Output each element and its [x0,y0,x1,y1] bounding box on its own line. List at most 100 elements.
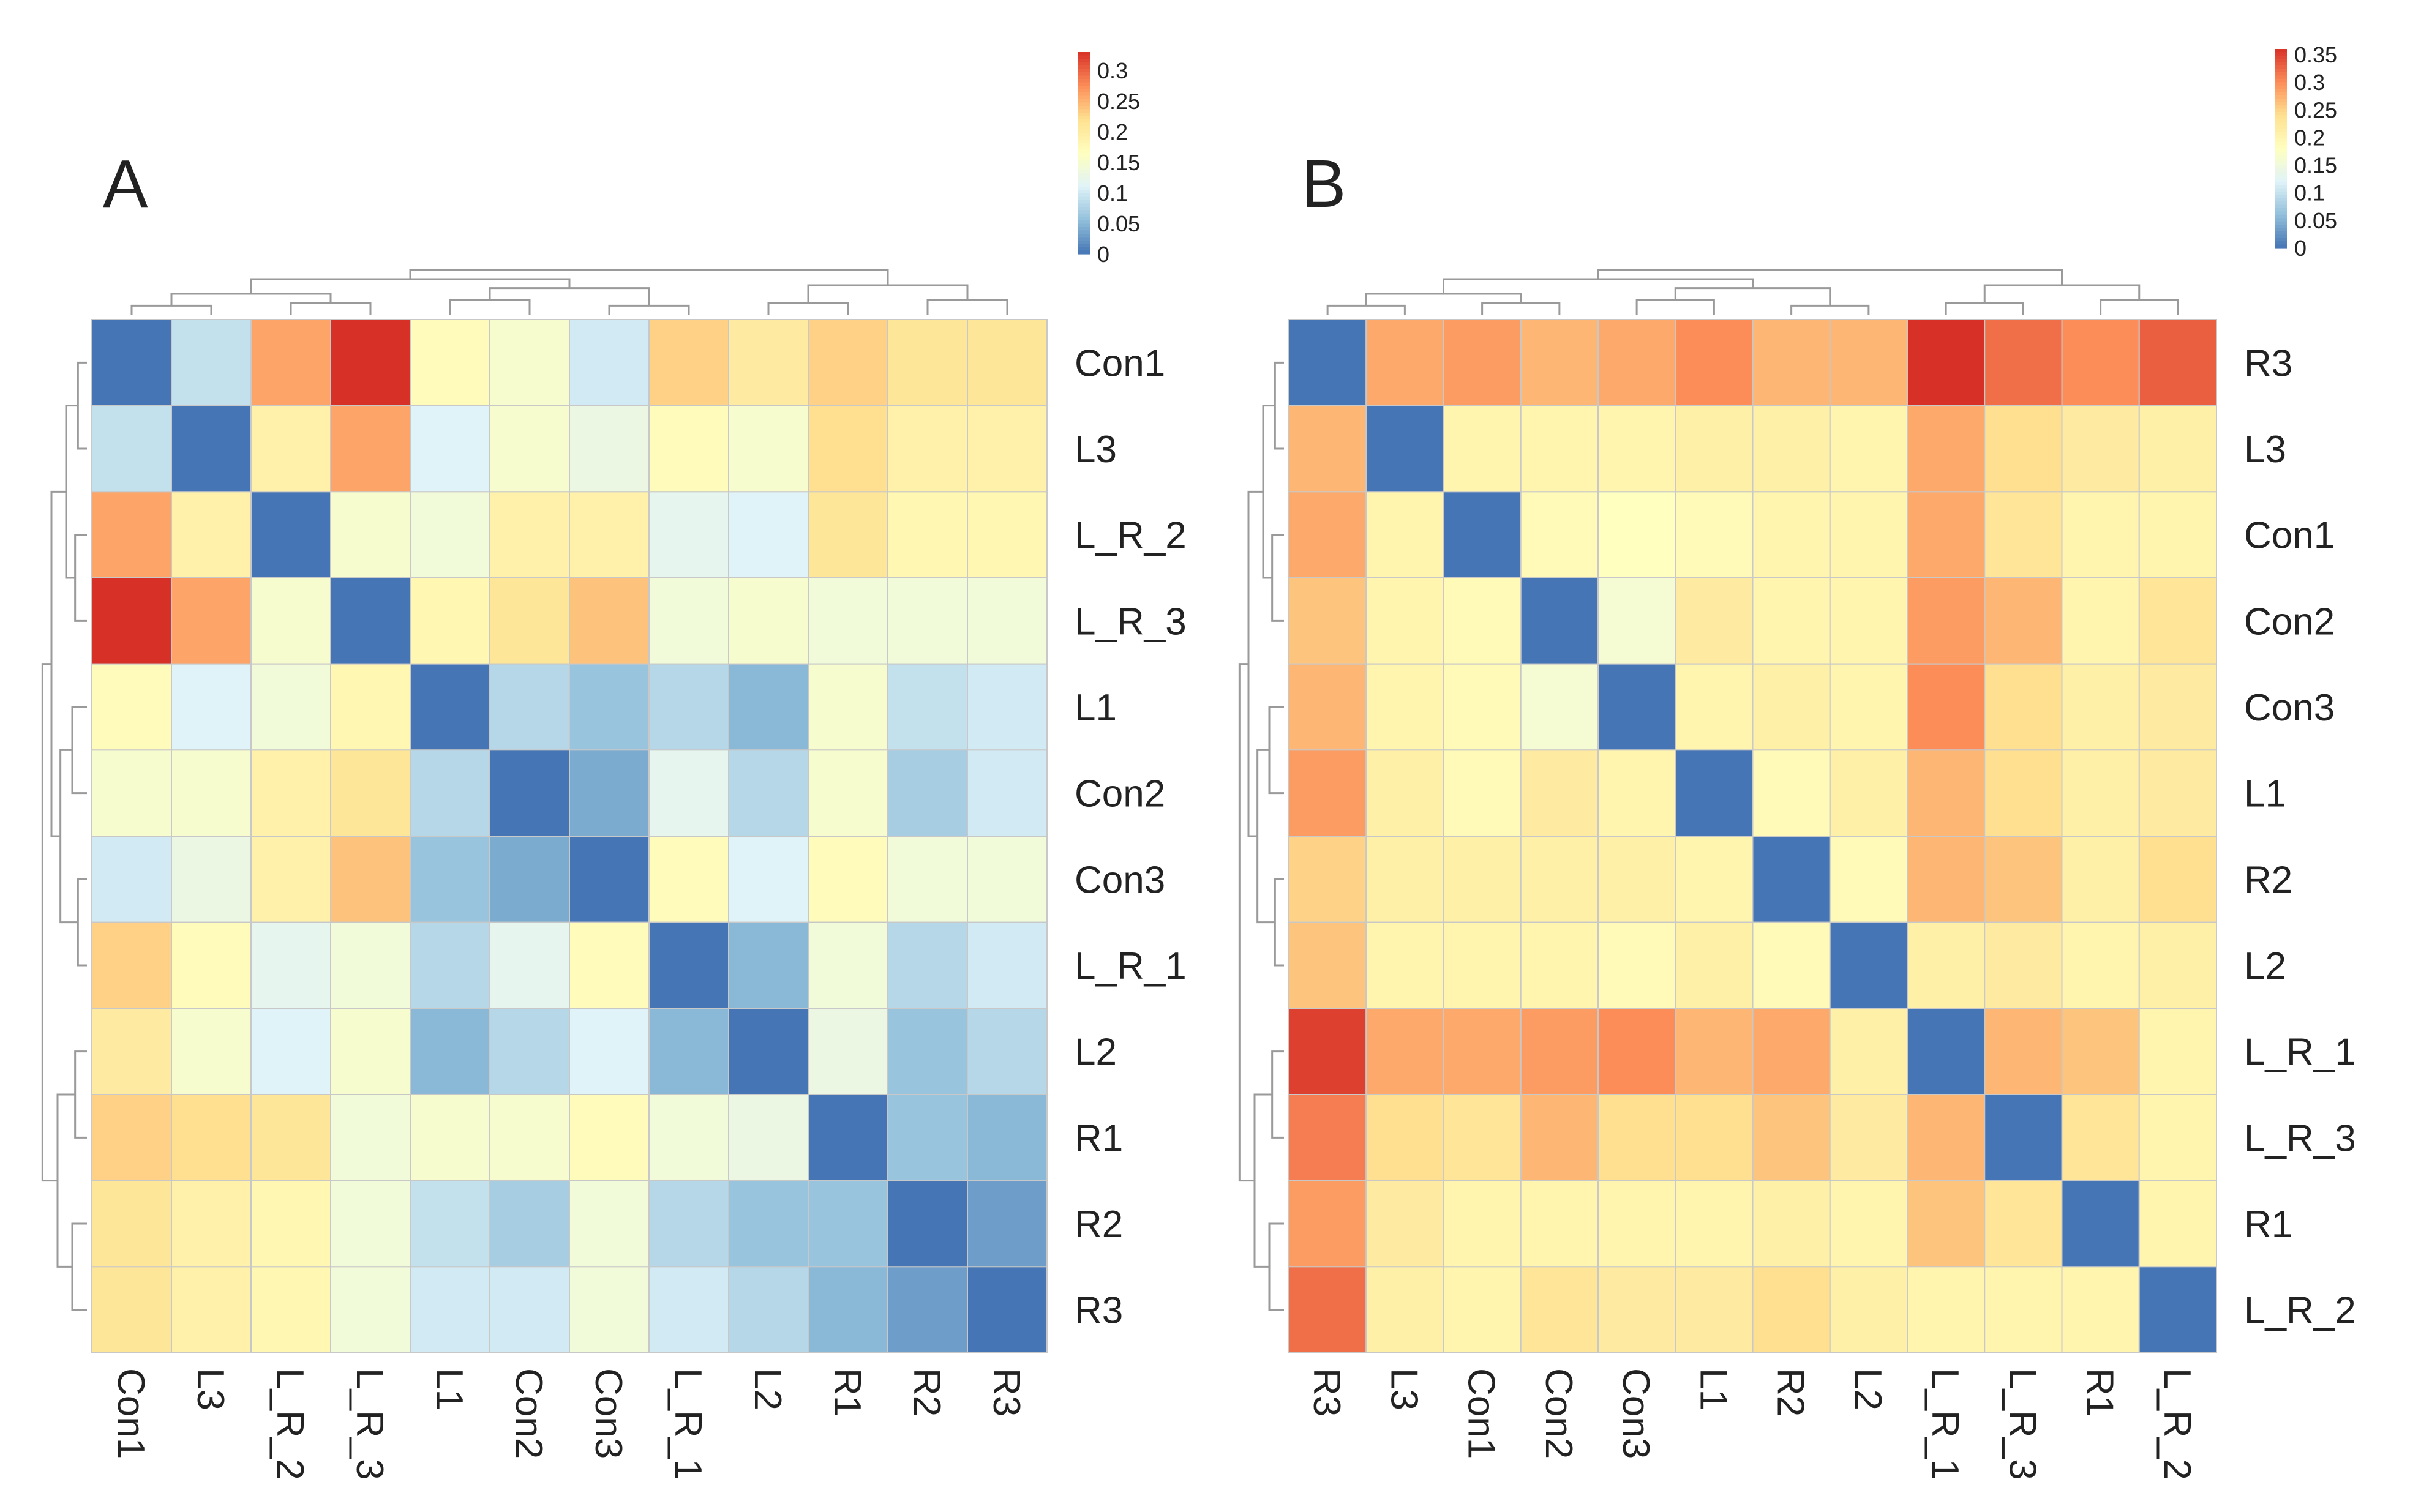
a-row-label: L3 [1075,429,1117,471]
b-column-label: L3 [1383,1368,1425,1410]
b-cell-L2-Con2 [1520,921,1599,1009]
a-cell-Con1-L_R_2 [250,319,331,406]
b-colorbar-tick-label: 0.15 [2294,153,2337,178]
b-colorbar-segment [2275,138,2287,143]
b-cell-L_R_2-L1 [1675,1266,1754,1353]
b-column-label: L1 [1692,1368,1734,1410]
a-colorbar-segment [1078,153,1090,157]
a-dendro-branch [767,302,849,315]
a-cell-R2-L_R_3 [330,1180,411,1268]
a-colorbar-segment [1078,207,1090,211]
a-cell-L_R_1-L_R_2 [250,921,331,1009]
a-colorbar-segment [1078,203,1090,208]
b-cell-Con2-R2 [1752,577,1831,665]
a-colorbar-segment [1078,217,1090,221]
a-cell-L2-L1 [410,1008,490,1096]
b-colorbar-segment [2275,195,2287,199]
a-cell-L_R_2-R1 [808,491,888,578]
b-cell-R1-L2 [1829,1180,1908,1268]
a-colorbar-segment [1078,65,1090,70]
a-cell-R1-Con3 [569,1094,650,1181]
b-column-label: L2 [1847,1368,1889,1410]
a-colorbar-segment [1078,163,1090,167]
b-row-label: L1 [2244,773,2286,815]
a-cell-L2-L_R_2 [250,1008,331,1096]
b-dendro-branch [1790,304,1870,315]
a-cell-L_R_2-L2 [728,491,809,578]
b-cell-Con2-L_R_1 [1907,577,1986,665]
a-cell-L2-R2 [887,1008,968,1096]
b-cell-Con2-R1 [2061,577,2140,665]
a-colorbar-segment [1078,173,1090,178]
b-cell-L3-R3 [1288,405,1367,493]
b-cell-R2-L_R_2 [2138,836,2217,923]
a-cell-Con1-R3 [967,319,1048,406]
b-colorbar-segment [2275,214,2287,219]
a-dendro-branch [926,299,1008,315]
b-colorbar-segment [2275,141,2287,146]
a-cell-Con1-R2 [887,319,968,406]
a-cell-R1-R1 [808,1094,888,1181]
b-cell-L_R_3-L_R_2 [2138,1094,2217,1181]
b-cell-R3-R2 [1752,319,1831,406]
a-cell-Con2-Con3 [569,749,650,837]
a-colorbar-segment [1078,223,1090,228]
b-cell-L_R_2-L_R_3 [1984,1266,2063,1353]
a-dendro-branch [65,405,78,579]
b-cell-L1-L_R_2 [2138,749,2217,837]
a-colorbar-segment [1078,156,1090,160]
a-colorbar-segment [1078,170,1090,174]
column-dendrogram-b [1326,269,2179,315]
b-column-label: Con2 [1537,1368,1580,1459]
b-cell-L_R_1-Con2 [1520,1008,1599,1096]
b-cell-L_R_3-Con2 [1520,1094,1599,1181]
a-row-label: L1 [1075,687,1117,729]
a-colorbar-segment [1078,59,1090,63]
b-cell-L3-Con1 [1443,405,1522,493]
a-colorbar-segment [1078,210,1090,214]
a-cell-R1-L_R_3 [330,1094,411,1181]
b-cell-L_R_3-L3 [1365,1094,1444,1181]
a-colorbar-segment [1078,75,1090,80]
b-colorbar-segment [2275,225,2287,229]
b-dendro-branch [1274,361,1284,450]
b-cell-L_R_3-R3 [1288,1094,1367,1181]
b-cell-Con1-L_R_1 [1907,491,1986,578]
b-colorbar-segment [2275,181,2287,185]
b-cell-R1-L_R_1 [1907,1180,1986,1268]
b-colorbar-segment [2275,191,2287,195]
a-cell-L_R_1-L2 [728,921,809,1009]
a-dendro-branch [290,302,372,315]
a-colorbar-segment [1078,92,1090,97]
a-cell-Con3-Con1 [91,836,172,923]
b-cell-L_R_3-L_R_1 [1907,1094,1986,1181]
a-row-label: R3 [1075,1290,1123,1332]
a-cell-Con2-R3 [967,749,1048,837]
b-cell-L2-L_R_3 [1984,921,2063,1009]
b-cell-L_R_2-L3 [1365,1266,1444,1353]
b-row-label: R1 [2244,1203,2292,1246]
a-cell-R2-L_R_1 [648,1180,729,1268]
b-colorbar-segment [2275,151,2287,155]
a-cell-L_R_2-L1 [410,491,490,578]
b-cell-Con3-L_R_2 [2138,663,2217,751]
a-column-label: Con2 [508,1368,550,1459]
a-cell-R2-Con3 [569,1180,650,1268]
heatmap-panel-b: R3L3Con1Con2Con3L1R2L2L_R_1L_R_3R1L_R_2 … [1238,42,2356,1480]
a-cell-Con3-L1 [410,836,490,923]
b-cell-L1-L2 [1829,749,1908,837]
b-colorbar-segment [2275,221,2287,225]
a-cell-L_R_3-R1 [808,577,888,665]
a-cell-L_R_1-R2 [887,921,968,1009]
a-cell-Con3-L_R_2 [250,836,331,923]
a-cell-L3-R1 [808,405,888,493]
b-cell-Con3-R1 [2061,663,2140,751]
a-cell-L1-L_R_3 [330,663,411,751]
b-colorbar-tick-label: 0 [2294,236,2307,261]
a-row-label: L2 [1075,1031,1117,1074]
b-cell-R2-L2 [1829,836,1908,923]
a-row-label: L_R_1 [1075,945,1187,987]
a-cell-L_R_2-Con3 [569,491,650,578]
a-row-label: L_R_3 [1075,601,1187,643]
b-cell-R3-L_R_1 [1907,319,1986,406]
